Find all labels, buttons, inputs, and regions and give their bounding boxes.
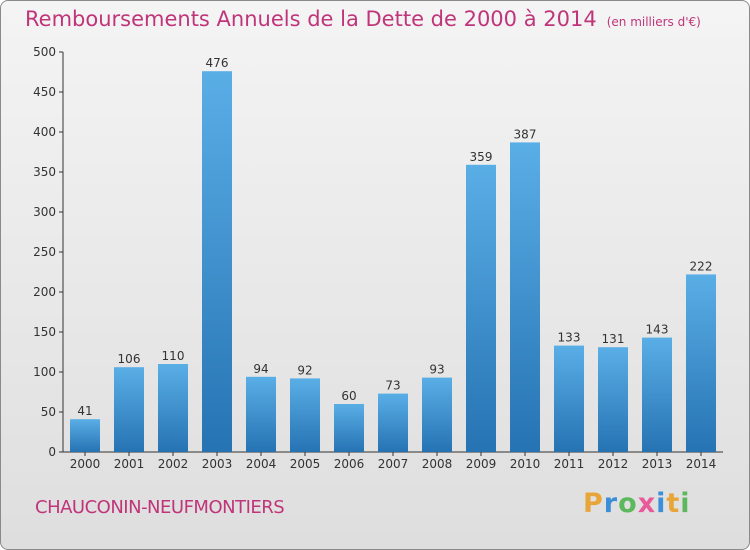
- x-tick-label: 2012: [598, 457, 629, 471]
- y-tick-label: 50: [41, 405, 56, 419]
- y-tick-label: 500: [33, 45, 56, 59]
- y-tick-label: 350: [33, 165, 56, 179]
- x-tick-label: 2004: [246, 457, 277, 471]
- data-label-2003: 476: [206, 56, 229, 70]
- data-label-2006: 60: [341, 389, 356, 403]
- x-tick-label: 2000: [70, 457, 101, 471]
- bar-2010: [510, 142, 540, 452]
- x-tick-label: 2010: [510, 457, 541, 471]
- data-label-2007: 73: [385, 379, 400, 393]
- bar-2011: [554, 345, 584, 452]
- data-label-2013: 143: [646, 323, 669, 337]
- proxiti-logo: Proxiti: [583, 488, 691, 519]
- data-label-2012: 131: [602, 332, 625, 346]
- bar-2001: [114, 367, 144, 452]
- y-tick-label: 450: [33, 85, 56, 99]
- x-tick-label: 2011: [554, 457, 585, 471]
- y-tick-label: 100: [33, 365, 56, 379]
- y-tick-label: 200: [33, 285, 56, 299]
- y-tick-label: 150: [33, 325, 56, 339]
- bar-2008: [422, 377, 452, 452]
- x-tick-label: 2009: [466, 457, 497, 471]
- x-tick-label: 2001: [114, 457, 145, 471]
- data-label-2005: 92: [297, 363, 312, 377]
- x-tick-label: 2013: [642, 457, 673, 471]
- data-label-2001: 106: [118, 352, 141, 366]
- data-label-2008: 93: [429, 363, 444, 377]
- data-label-2004: 94: [253, 362, 268, 376]
- chart-unit: (en milliers d'€): [606, 15, 701, 29]
- bar-2003: [202, 71, 232, 452]
- y-tick-label: 250: [33, 245, 56, 259]
- x-tick-label: 2006: [334, 457, 365, 471]
- bar-2014: [686, 274, 716, 452]
- data-label-2011: 133: [558, 331, 581, 345]
- x-tick-label: 2002: [158, 457, 189, 471]
- data-label-2009: 359: [470, 150, 493, 164]
- chart-title-text: Remboursements Annuels de la Dette de 20…: [25, 7, 597, 31]
- data-label-2014: 222: [690, 259, 713, 273]
- y-tick-label: 400: [33, 125, 56, 139]
- bar-2009: [466, 164, 496, 453]
- bar-2005: [290, 378, 320, 452]
- bar-2006: [334, 404, 364, 452]
- x-tick-label: 2007: [378, 457, 409, 471]
- x-tick-label: 2005: [290, 457, 321, 471]
- bar-2000: [70, 419, 100, 452]
- bar-2012: [598, 347, 628, 452]
- place-name: CHAUCONIN-NEUFMONTIERS: [35, 497, 285, 518]
- y-tick-label: 300: [33, 205, 56, 219]
- x-tick-label: 2008: [422, 457, 453, 471]
- x-tick-label: 2014: [686, 457, 717, 471]
- x-tick-label: 2003: [202, 457, 233, 471]
- data-label-2002: 110: [162, 349, 185, 363]
- y-tick-label: 0: [48, 445, 56, 459]
- bar-2013: [642, 337, 672, 452]
- chart-title: Remboursements Annuels de la Dette de 20…: [25, 7, 701, 31]
- data-label-2000: 41: [77, 404, 92, 418]
- bar-2002: [158, 364, 188, 452]
- data-label-2010: 387: [514, 127, 537, 141]
- bar-2007: [378, 393, 408, 452]
- bar-2004: [246, 376, 276, 452]
